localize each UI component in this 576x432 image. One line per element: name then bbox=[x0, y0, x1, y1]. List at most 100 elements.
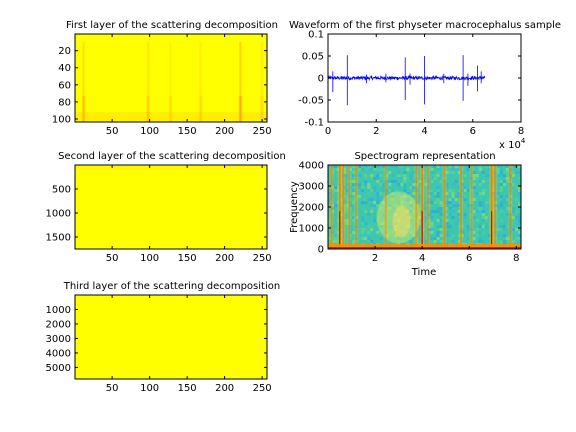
spectrogram-cell bbox=[409, 189, 413, 192]
spectrogram-cell bbox=[367, 177, 371, 180]
spectrogram-cell bbox=[424, 240, 428, 243]
spectrogram-cell bbox=[328, 195, 332, 198]
spectrogram-cell bbox=[367, 192, 371, 195]
spectrogram-cell bbox=[379, 168, 383, 171]
spectrogram-cell bbox=[364, 189, 368, 192]
spectrogram-cell bbox=[517, 222, 521, 225]
spectrogram-cell bbox=[499, 219, 503, 222]
third-layer-y-tick-label: 5000 bbox=[46, 363, 71, 374]
spectrogram-cell bbox=[517, 165, 521, 168]
spectrogram-cell bbox=[379, 186, 383, 189]
spectrogram-cell bbox=[517, 219, 521, 222]
spectrogram-cell bbox=[412, 171, 416, 174]
spectrogram-cell bbox=[364, 210, 368, 213]
spectrogram-cell bbox=[430, 189, 434, 192]
spectrogram-cell bbox=[463, 231, 467, 234]
spectrogram-cell bbox=[361, 237, 365, 240]
spectrogram-x-tick-label: 6 bbox=[466, 253, 472, 264]
spectrogram-cell bbox=[424, 219, 428, 222]
spectrogram-cell bbox=[496, 171, 500, 174]
spectrogram-cell bbox=[445, 219, 449, 222]
second-layer-y-tick-label: 1000 bbox=[46, 208, 71, 219]
spectrogram-cell bbox=[352, 189, 356, 192]
spectrogram-cell bbox=[499, 237, 503, 240]
spectrogram-cell bbox=[445, 213, 449, 216]
spectrogram-cell bbox=[499, 165, 503, 168]
spectrogram-cell bbox=[496, 180, 500, 183]
spectrogram-cell bbox=[505, 237, 509, 240]
spectrogram-cell bbox=[433, 177, 437, 180]
spectrogram-cell bbox=[361, 192, 365, 195]
waveform-x-tick-label: 4 bbox=[421, 126, 427, 137]
spectrogram-click-glow bbox=[508, 165, 513, 249]
spectrogram-cell bbox=[373, 168, 377, 171]
spectrogram-cell bbox=[499, 171, 503, 174]
spectrogram-cell bbox=[454, 204, 458, 207]
spectrogram-cell bbox=[358, 225, 362, 228]
spectrogram-cell bbox=[514, 168, 518, 171]
spectrogram-cell bbox=[370, 189, 374, 192]
spectrogram-cell bbox=[352, 180, 356, 183]
spectrogram-title: Spectrogram representation bbox=[354, 151, 495, 162]
spectrogram-cell bbox=[448, 234, 452, 237]
spectrogram-cell bbox=[358, 228, 362, 231]
spectrogram-cell bbox=[391, 174, 395, 177]
spectrogram-cell bbox=[448, 210, 452, 213]
spectrogram-cell bbox=[478, 192, 482, 195]
third-layer-y-tick-label: 4000 bbox=[46, 348, 71, 359]
first-layer-highlight-column bbox=[82, 42, 85, 122]
spectrogram-cell bbox=[373, 177, 377, 180]
spectrogram-cell bbox=[352, 213, 356, 216]
spectrogram-cell bbox=[517, 192, 521, 195]
spectrogram-cell bbox=[475, 228, 479, 231]
spectrogram-cell bbox=[436, 171, 440, 174]
spectrogram-cell bbox=[505, 207, 509, 210]
second-layer-panel: Second layer of the scattering decomposi… bbox=[46, 151, 286, 264]
spectrogram-cell bbox=[367, 225, 371, 228]
spectrogram-cell bbox=[433, 216, 437, 219]
spectrogram-cell bbox=[439, 210, 443, 213]
spectrogram-cell bbox=[502, 171, 506, 174]
spectrogram-cell bbox=[436, 219, 440, 222]
spectrogram-cell bbox=[487, 201, 491, 204]
spectrogram-image bbox=[328, 165, 521, 249]
spectrogram-cell bbox=[328, 165, 332, 168]
spectrogram-cell bbox=[517, 189, 521, 192]
spectrogram-click-column bbox=[443, 165, 446, 249]
waveform-y-tick-label: 0.05 bbox=[302, 52, 324, 63]
spectrogram-cell bbox=[376, 240, 380, 243]
spectrogram-cell bbox=[451, 240, 455, 243]
spectrogram-cell bbox=[403, 171, 407, 174]
second-layer-x-tick-label: 50 bbox=[106, 253, 119, 264]
spectrogram-cell bbox=[418, 237, 422, 240]
spectrogram-cell bbox=[376, 231, 380, 234]
spectrogram-cell bbox=[409, 177, 413, 180]
spectrogram-cell bbox=[424, 228, 428, 231]
spectrogram-click-column bbox=[490, 165, 493, 249]
spectrogram-cell bbox=[484, 216, 488, 219]
spectrogram-cell bbox=[361, 231, 365, 234]
spectrogram-cell bbox=[358, 195, 362, 198]
spectrogram-cell bbox=[481, 225, 485, 228]
spectrogram-cell bbox=[328, 240, 332, 243]
spectrogram-cell bbox=[439, 180, 443, 183]
spectrogram-cell bbox=[367, 198, 371, 201]
spectrogram-cell bbox=[517, 240, 521, 243]
spectrogram-cell bbox=[397, 174, 401, 177]
spectrogram-cell bbox=[370, 198, 374, 201]
spectrogram-cell bbox=[505, 180, 509, 183]
spectrogram-cell bbox=[511, 228, 515, 231]
spectrogram-cell bbox=[448, 183, 452, 186]
spectrogram-cell bbox=[451, 195, 455, 198]
spectrogram-cell bbox=[430, 192, 434, 195]
spectrogram-x-tick-label: 8 bbox=[513, 253, 519, 264]
spectrogram-cell bbox=[439, 240, 443, 243]
spectrogram-cell bbox=[436, 231, 440, 234]
second-layer-x-tick-label: 250 bbox=[253, 253, 272, 264]
spectrogram-cell bbox=[451, 234, 455, 237]
spectrogram-cell bbox=[430, 201, 434, 204]
spectrogram-cell bbox=[412, 174, 416, 177]
spectrogram-cell bbox=[352, 237, 356, 240]
spectrogram-cell bbox=[448, 189, 452, 192]
